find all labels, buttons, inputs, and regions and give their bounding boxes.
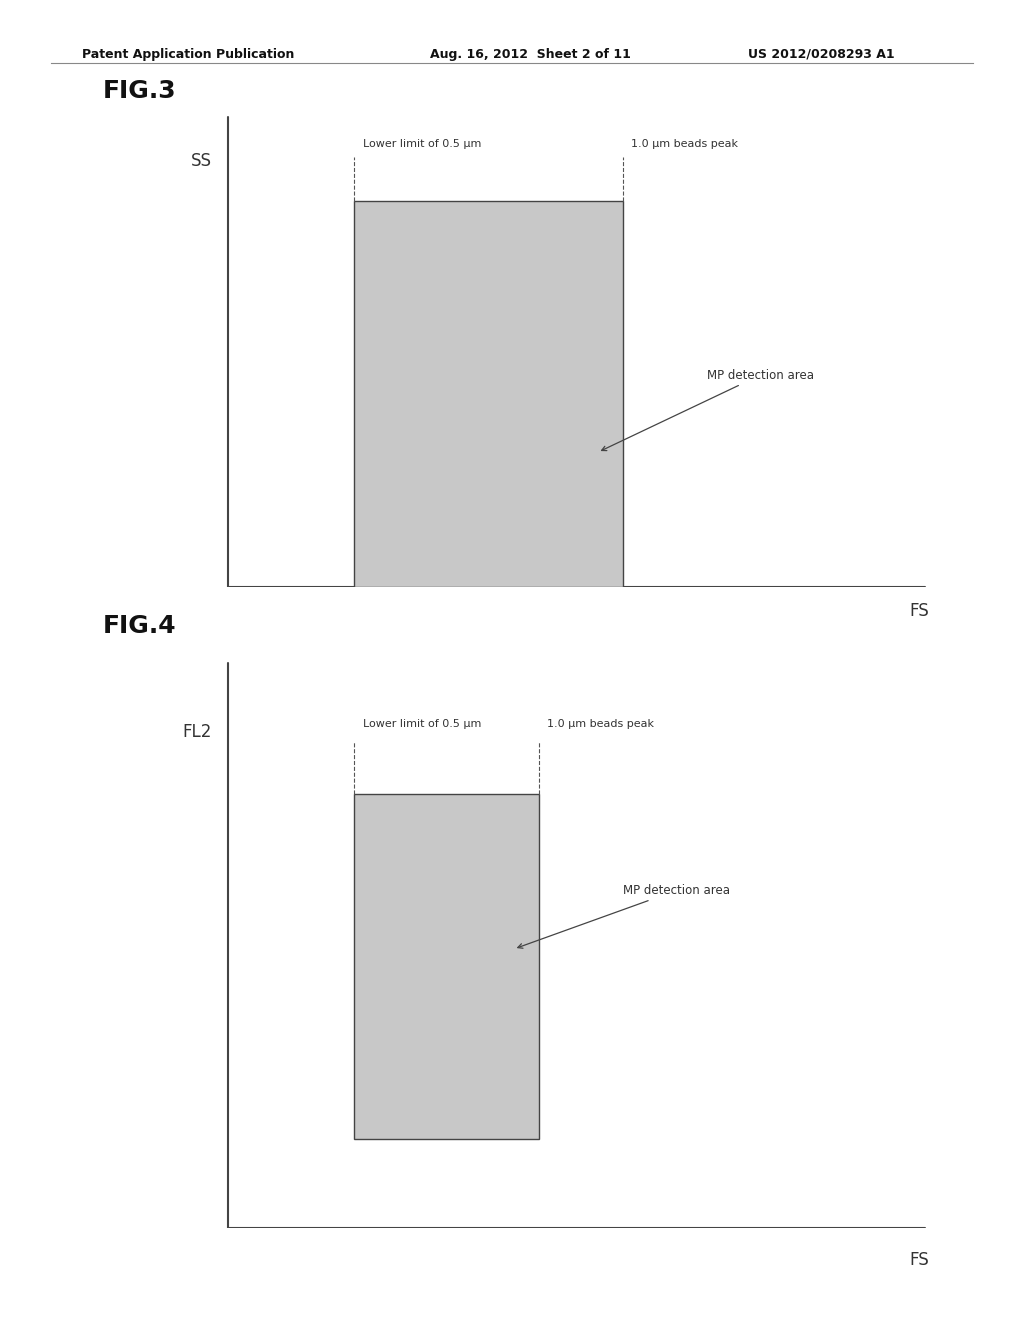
Bar [354,201,623,587]
Text: FS: FS [909,1251,930,1270]
Text: US 2012/0208293 A1: US 2012/0208293 A1 [748,48,894,61]
Bar [354,795,539,1138]
Text: FS: FS [909,602,930,620]
Text: MP detection area: MP detection area [601,368,814,450]
Text: FIG.3: FIG.3 [102,79,176,103]
Text: SS: SS [190,152,212,170]
Text: 1.0 μm beads peak: 1.0 μm beads peak [548,718,654,729]
Text: Patent Application Publication: Patent Application Publication [82,48,294,61]
Text: FL2: FL2 [182,722,212,741]
Text: Lower limit of 0.5 μm: Lower limit of 0.5 μm [362,140,481,149]
Text: 1.0 μm beads peak: 1.0 μm beads peak [632,140,738,149]
Text: MP detection area: MP detection area [518,884,730,948]
Text: Aug. 16, 2012  Sheet 2 of 11: Aug. 16, 2012 Sheet 2 of 11 [430,48,631,61]
Text: Lower limit of 0.5 μm: Lower limit of 0.5 μm [362,718,481,729]
Text: FIG.4: FIG.4 [102,614,176,638]
